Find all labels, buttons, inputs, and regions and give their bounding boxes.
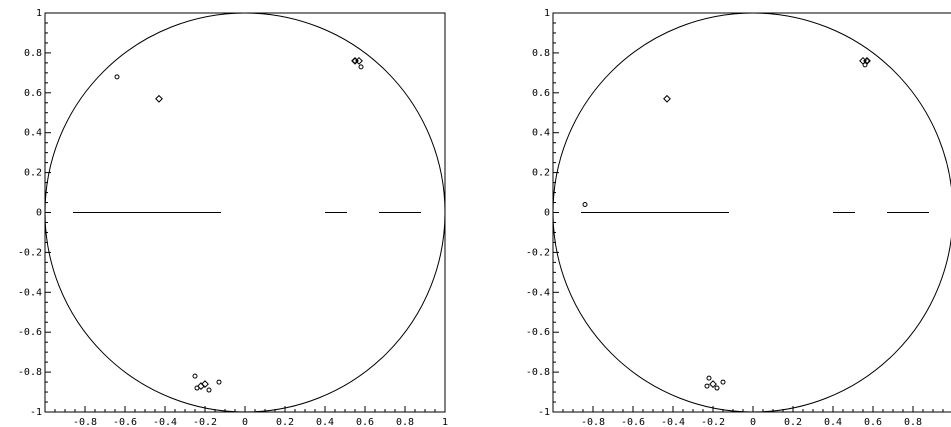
y-tick-label: -1 (30, 407, 42, 418)
data-point-diamond (201, 380, 209, 388)
x-tick-label: 0.6 (356, 417, 374, 427)
data-point-diamond (709, 380, 717, 388)
data-point-circle (720, 379, 726, 385)
x-tick-label: -0.6 (621, 417, 645, 427)
y-tick-label: -0.4 (526, 287, 550, 298)
data-point-circle (704, 383, 710, 389)
x-tick-label: 1 (442, 417, 448, 427)
data-point-diamond (197, 382, 205, 390)
data-point-circle (114, 74, 120, 80)
x-tick-label: -0.8 (581, 417, 605, 427)
x-tick-label: 0.6 (864, 417, 882, 427)
y-tick-label: -0.8 (18, 367, 42, 378)
data-point-circle (862, 62, 868, 68)
y-tick-label: 0.2 (24, 168, 42, 179)
data-point-circle (358, 64, 364, 70)
data-point-circle (706, 375, 712, 381)
y-tick-label: -0.2 (526, 247, 550, 258)
data-point-diamond (663, 94, 671, 103)
x-tick-label: 0.4 (316, 417, 334, 427)
y-tick-label: -0.4 (18, 287, 42, 298)
y-tick-label: -0.8 (526, 367, 550, 378)
x-tick-label: 0.4 (824, 417, 842, 427)
x-tick-label: 0 (750, 417, 756, 427)
y-tick-label: 0.8 (24, 48, 42, 59)
x-tick-label: -0.2 (701, 417, 725, 427)
y-tick-label: -0.6 (526, 327, 550, 338)
data-point-diamond (155, 94, 163, 103)
y-tick-label: 0.6 (532, 88, 550, 99)
y-tick-label: -1 (538, 407, 550, 418)
y-tick-label: 0.4 (24, 128, 42, 139)
x-tick-label: -0.4 (661, 417, 685, 427)
data-point-circle (192, 373, 198, 379)
y-tick-label: 0 (36, 208, 42, 219)
x-tick-label: 0.2 (784, 417, 802, 427)
y-tick-label: -0.2 (18, 247, 42, 258)
data-point-circle (206, 387, 212, 393)
x-tick-label: 0 (242, 417, 248, 427)
x-tick-label: 0.8 (396, 417, 414, 427)
y-tick-label: -0.6 (18, 327, 42, 338)
y-tick-label: 0.6 (24, 88, 42, 99)
data-point-circle (582, 202, 588, 208)
y-tick-label: 1 (36, 8, 42, 19)
x-tick-label: -0.2 (193, 417, 217, 427)
y-tick-label: 0.8 (532, 48, 550, 59)
data-point-circle (864, 58, 870, 64)
y-tick-label: 0.2 (532, 168, 550, 179)
data-point-circle (714, 385, 720, 391)
y-tick-label: 0 (544, 208, 550, 219)
data-point-diamond (351, 56, 359, 65)
x-tick-label: -0.6 (113, 417, 137, 427)
data-point-diamond (863, 56, 871, 65)
chart-panel-1: -0.8 -0.6 -0.4 -0.2 0 0.2 0.4 0.6 0.8 1 1 0.8 0.6 0.4… (18, 8, 448, 427)
x-tick-label: 0.8 (904, 417, 922, 427)
data-point-circle (216, 379, 222, 385)
x-tick-label: 0.2 (276, 417, 294, 427)
y-tick-label: 0.4 (532, 128, 550, 139)
x-tick-label: -0.8 (73, 417, 97, 427)
x-tick-label: -0.4 (153, 417, 177, 427)
data-point-circle (352, 58, 358, 64)
y-tick-label: 1 (544, 8, 550, 19)
data-point-circle (194, 385, 200, 391)
chart-panel-2: -0.8 -0.6 -0.4 -0.2 0 0.2 0.4 0.6 0.8 1 0.8 0.6 0.4 0… (526, 8, 951, 427)
